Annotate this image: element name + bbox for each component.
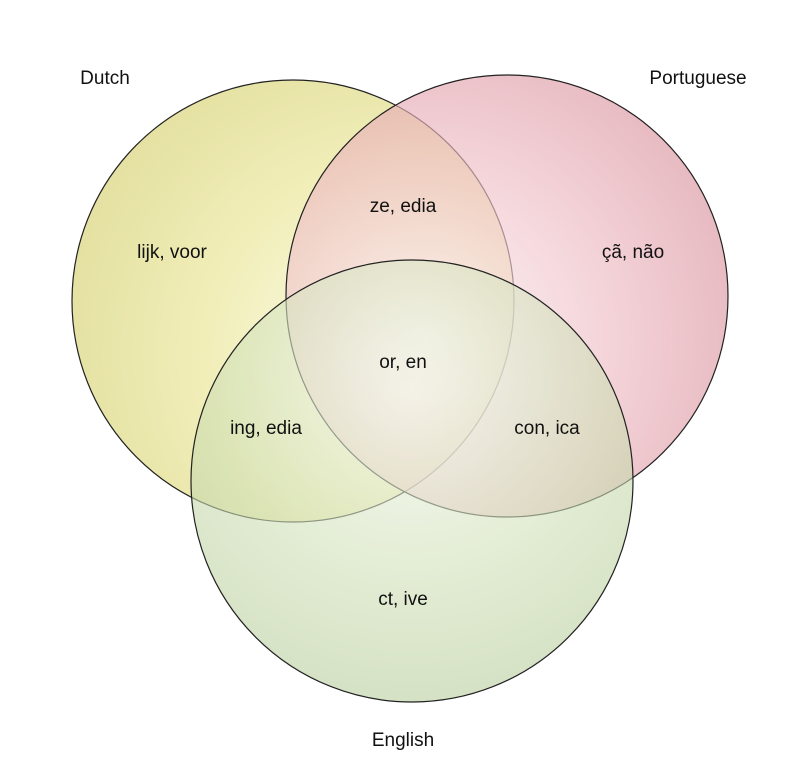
portuguese-set-label: Portuguese xyxy=(649,68,746,89)
circles-group xyxy=(71,74,729,703)
all-three-region-label: or, en xyxy=(379,352,427,373)
dutch-only-region-label: lijk, voor xyxy=(137,242,207,263)
portuguese-only-region-label: çã, não xyxy=(602,242,664,263)
dutch-set-label: Dutch xyxy=(80,68,130,89)
english-circle xyxy=(190,259,634,703)
set-labels: Dutch Portuguese English xyxy=(80,68,746,751)
portuguese-english-region-label: con, ica xyxy=(514,418,580,439)
dutch-english-region-label: ing, edia xyxy=(230,418,302,439)
english-only-region-label: ct, ive xyxy=(378,589,428,610)
dutch-portuguese-region-label: ze, edia xyxy=(370,196,437,217)
region-labels: lijk, voor çã, não ze, edia or, en ing, … xyxy=(137,196,664,610)
english-set-label: English xyxy=(372,730,434,751)
